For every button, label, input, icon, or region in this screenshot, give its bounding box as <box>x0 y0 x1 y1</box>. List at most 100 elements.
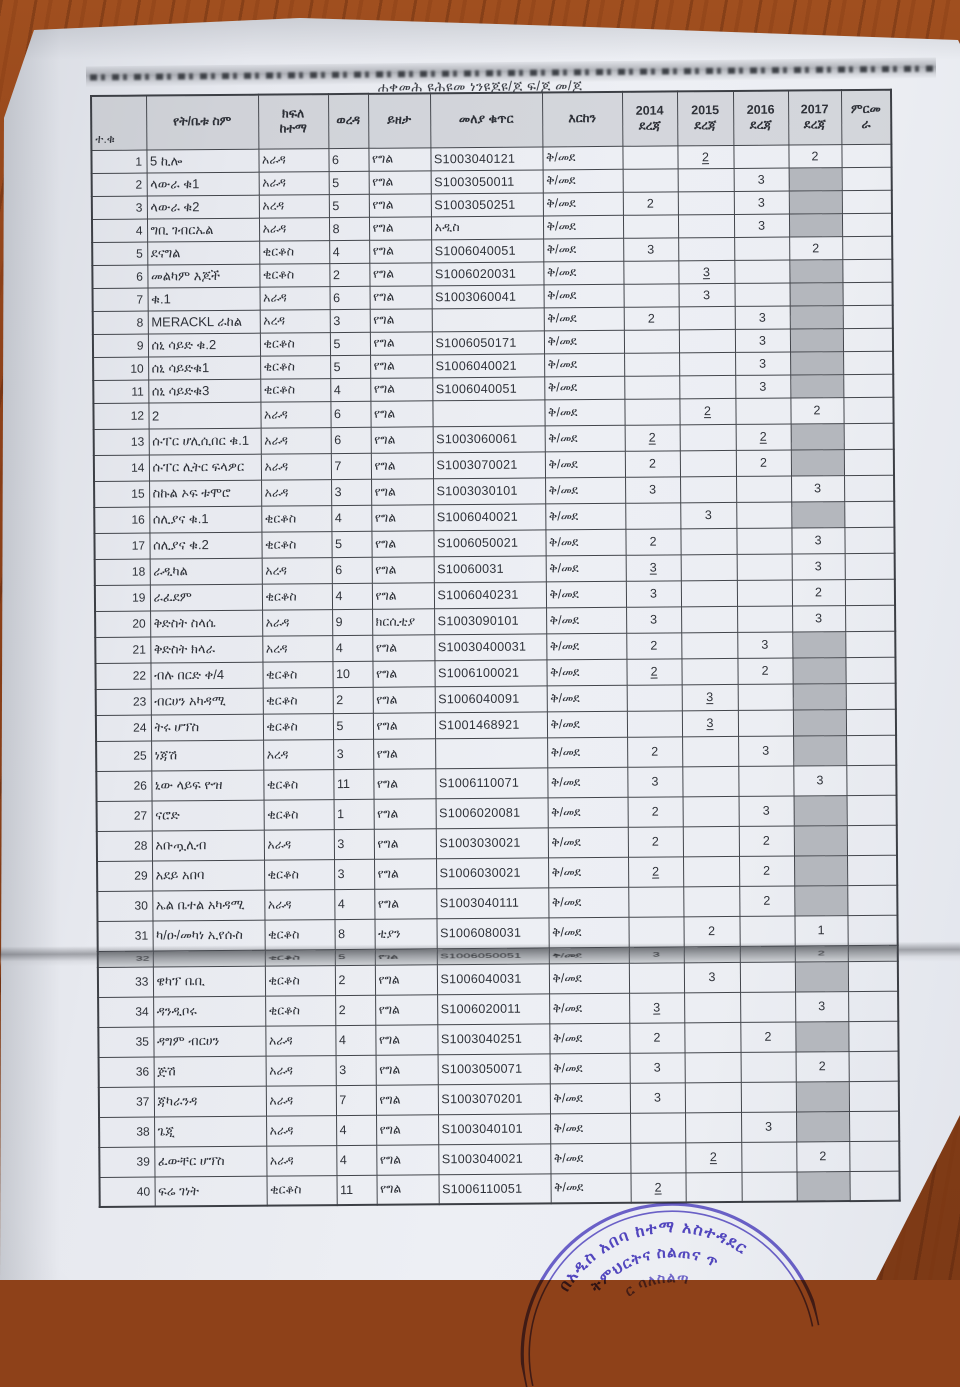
table-cell: S1006040021 <box>433 503 546 531</box>
table-cell <box>847 960 899 992</box>
table-cell: ቂርቆስ <box>261 531 332 558</box>
table-cell: የግል <box>369 285 432 309</box>
table-cell <box>843 422 894 450</box>
table-cell <box>844 500 895 528</box>
table-cell: 2 <box>683 915 740 947</box>
table-cell: S1006030021 <box>436 857 549 889</box>
table-cell: S1003070201 <box>437 1083 551 1115</box>
table-cell <box>793 735 847 766</box>
table-cell: S1006100021 <box>434 659 547 687</box>
table-cell: ጅሽ <box>153 1055 266 1087</box>
table-cell <box>682 765 739 797</box>
table-cell: 3 <box>91 195 147 219</box>
table-cell: ነጃሽ <box>151 739 264 771</box>
table-cell <box>845 604 896 632</box>
table-cell: 1 <box>333 798 374 830</box>
table-cell: 2 <box>740 1021 796 1052</box>
table-cell: የግል <box>376 1144 439 1175</box>
table-cell <box>626 684 682 711</box>
table-cell <box>678 305 735 330</box>
table-cell: 6 <box>328 147 369 172</box>
table-cell <box>739 945 795 962</box>
table-cell: ቅ/መደ <box>548 886 629 918</box>
table-cell: የግል <box>371 504 434 531</box>
table-cell: የግል <box>372 634 435 661</box>
table-cell <box>795 1021 849 1052</box>
table-cell: 3 <box>738 735 794 766</box>
table-cell: 5 <box>328 170 369 195</box>
table-cell: 2 <box>796 1141 850 1172</box>
table-cell: 3 <box>333 738 374 770</box>
table-cell <box>842 281 893 306</box>
table-cell <box>630 1142 686 1173</box>
table-cell: ቅድስት ክላራ <box>150 635 263 663</box>
column-header: 2016 ደረጃ <box>732 90 789 145</box>
column-header: 2014 ደረጃ <box>621 91 678 146</box>
header-row: ተ.ቁ የት/ቤቱ ስም ክፍለ ከተማ ወረዳ ይዘታ መለያ ቁጥር እርከን 2014 … <box>91 89 892 150</box>
table-cell <box>790 351 844 375</box>
table-cell <box>624 352 680 376</box>
table-cell: 3 <box>738 795 794 826</box>
table-cell: S1001468921 <box>434 711 548 739</box>
table-cell: 6 <box>330 426 371 454</box>
table-cell: ሰኒ ሳይድቁ3 <box>148 378 261 403</box>
table-cell: የግል <box>372 686 435 713</box>
table-cell: 2 <box>624 424 680 451</box>
table-cell: ራፈደም <box>149 583 263 611</box>
table-cell: 8 <box>334 918 375 950</box>
table-cell: አራዳ <box>258 171 329 195</box>
table-cell <box>678 328 736 353</box>
table-cell: የግል <box>370 377 433 401</box>
table-cell: ቂርቆስ <box>259 240 330 264</box>
table-cell: ቂርቆስ <box>259 263 330 287</box>
table-cell <box>790 423 844 450</box>
table-cell: አራዳ <box>259 286 330 310</box>
table-cell: 3 <box>791 553 845 580</box>
table-cell <box>842 327 894 352</box>
table-cell <box>625 502 681 529</box>
table-cell: ቅድስት ስላሴ <box>150 609 263 637</box>
table-cell: S1006040051 <box>432 376 545 401</box>
table-cell: 3 <box>626 606 682 633</box>
table-cell: 4 <box>335 1024 376 1056</box>
table-cell: አራዳ <box>260 453 332 480</box>
table-cell: 2 <box>91 172 147 196</box>
table-cell: S1006020031 <box>431 261 544 286</box>
table-cell <box>844 526 895 554</box>
table-cell: 5 <box>92 241 148 265</box>
table-cell: አራዳ <box>266 1145 337 1176</box>
table-cell <box>623 260 679 284</box>
table-cell: የግል <box>368 170 431 194</box>
table-cell: 2 <box>629 1022 685 1053</box>
table-cell: ቅ/መደ <box>544 398 625 426</box>
table-cell: ክርሲቲያ <box>372 608 435 635</box>
table-cell: 9 <box>332 608 373 636</box>
table-cell <box>736 553 792 580</box>
table-cell <box>844 474 895 502</box>
table-cell: ቂርቆስ <box>261 583 333 610</box>
table-cell <box>845 656 896 684</box>
table-cell <box>792 631 846 658</box>
table-cell: 5 <box>332 712 374 740</box>
table-cell <box>789 259 843 283</box>
table-cell: የግል <box>375 994 438 1025</box>
table-cell: ቅ/መደ <box>547 736 628 768</box>
table-cell: S1003040021 <box>438 1143 551 1175</box>
table-cell <box>679 449 737 477</box>
table-cell <box>736 501 792 528</box>
table-cell: 4 <box>329 239 370 264</box>
table-cell <box>735 397 791 424</box>
table-cell: ዌካፕ ቤቢ <box>152 965 266 997</box>
table-cell <box>623 329 680 353</box>
table-cell: 37 <box>98 1086 155 1117</box>
table-cell: 2 <box>627 856 684 887</box>
table-cell <box>677 167 734 192</box>
table-cell <box>623 283 679 307</box>
table-cell: 4 <box>332 634 373 662</box>
table-cell <box>791 501 845 528</box>
table-cell: 2 <box>791 579 846 606</box>
table-cell: 2 <box>685 1141 742 1173</box>
table-cell <box>842 258 893 283</box>
table-cell <box>845 708 897 736</box>
table-cell: ሰሊያና ቁ.2 <box>149 531 262 559</box>
